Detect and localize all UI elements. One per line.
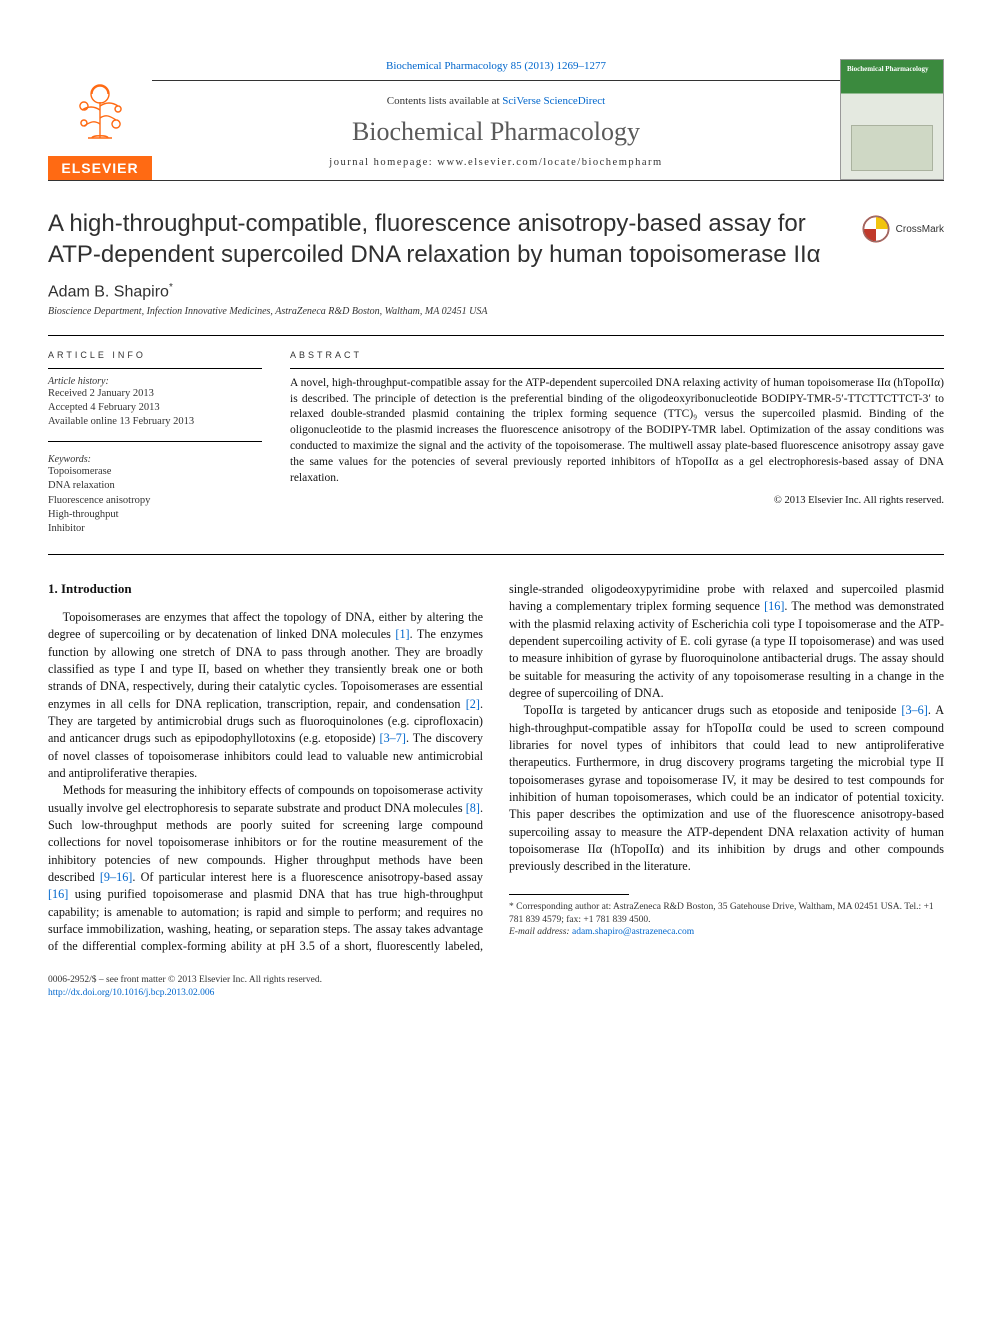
ref-9-16[interactable]: [9–16] — [100, 870, 133, 884]
journal-header-box: ELSEVIER Biochemical Pharmacology Conten… — [48, 80, 944, 181]
keywords-label: Keywords: — [48, 454, 262, 465]
keyword-5: Inhibitor — [48, 522, 262, 536]
ref-16b[interactable]: [16] — [764, 599, 784, 613]
top-journal-ref: Biochemical Pharmacology 85 (2013) 1269–… — [48, 60, 944, 72]
top-journal-ref-link[interactable]: Biochemical Pharmacology 85 (2013) 1269–… — [386, 60, 606, 72]
body-columns: 1. Introduction Topoisomerases are enzym… — [48, 581, 944, 956]
abstract-text: A novel, high-throughput-compatible assa… — [290, 376, 944, 487]
affiliation: Bioscience Department, Infection Innovat… — [48, 306, 944, 317]
author-name-text: Adam B. Shapiro — [48, 284, 169, 301]
ref-3-6[interactable]: [3–6] — [901, 703, 927, 717]
paper-title: A high-throughput-compatible, fluorescen… — [48, 209, 846, 270]
ref-16a[interactable]: [16] — [48, 887, 68, 901]
history-received: Received 2 January 2013 — [48, 387, 262, 401]
author-name: Adam B. Shapiro* — [48, 282, 944, 301]
homepage-url[interactable]: www.elsevier.com/locate/biochempharm — [437, 157, 662, 168]
section-1-num: 1. — [48, 581, 58, 596]
ref-3-7[interactable]: [3–7] — [380, 731, 406, 745]
p3c: . The method was demonstrated with the p… — [509, 599, 944, 700]
crossmark-label: CrossMark — [896, 224, 944, 235]
bottom-bar: 0006-2952/$ – see front matter © 2013 El… — [48, 974, 944, 1000]
crossmark-icon — [862, 215, 890, 243]
abstract-col: ABSTRACT A novel, high-throughput-compat… — [290, 350, 944, 536]
section-1-label: Introduction — [61, 581, 132, 596]
p3a: assay — [457, 870, 483, 884]
email-footnote: E-mail address: adam.shapiro@astrazeneca… — [509, 926, 944, 939]
author-email-link[interactable]: adam.shapiro@astrazeneca.com — [572, 927, 694, 937]
doi-link[interactable]: http://dx.doi.org/10.1016/j.bcp.2013.02.… — [48, 988, 214, 998]
footnote-separator — [509, 894, 629, 895]
rule-top — [48, 335, 944, 336]
crossmark-badge[interactable]: CrossMark — [862, 209, 944, 243]
corresponding-footnote: * Corresponding author at: AstraZeneca R… — [509, 901, 944, 927]
cover-image-placeholder — [851, 125, 933, 171]
abstract-subrule — [290, 368, 944, 369]
keyword-3: Fluorescence anisotropy — [48, 494, 262, 508]
elsevier-wordmark: ELSEVIER — [48, 156, 152, 180]
rule-bottom — [48, 554, 944, 555]
abstract-heading: ABSTRACT — [290, 350, 944, 360]
homepage-prefix: journal homepage: — [329, 157, 437, 168]
p4a: TopoIIα is targeted by anticancer drugs … — [524, 703, 902, 717]
author-corr-marker: * — [169, 282, 173, 293]
keyword-1: Topoisomerase — [48, 465, 262, 479]
info-subrule — [48, 368, 262, 369]
history-label: Article history: — [48, 376, 262, 387]
contents-prefix: Contents lists available at — [387, 95, 502, 107]
kw-rule — [48, 441, 262, 442]
p2a: Methods for measuring the inhibitory eff… — [48, 783, 483, 814]
history-accepted: Accepted 4 February 2013 — [48, 401, 262, 415]
para-4: TopoIIα is targeted by anticancer drugs … — [509, 702, 944, 875]
article-info-col: ARTICLE INFO Article history: Received 2… — [48, 350, 262, 536]
para-1: Topoisomerases are enzymes that affect t… — [48, 609, 483, 782]
elsevier-tree-icon — [48, 59, 152, 156]
ref-2[interactable]: [2] — [466, 697, 480, 711]
ref-1[interactable]: [1] — [395, 627, 409, 641]
publisher-logo: ELSEVIER — [48, 59, 152, 180]
sciencedirect-link[interactable]: SciVerse ScienceDirect — [502, 95, 605, 107]
ref-8[interactable]: [8] — [466, 801, 480, 815]
journal-cover-thumb: Biochemical Pharmacology — [840, 59, 944, 180]
keyword-2: DNA relaxation — [48, 479, 262, 493]
journal-homepage: journal homepage: www.elsevier.com/locat… — [169, 157, 823, 168]
p2c: . Of particular interest here is a fluor… — [132, 870, 456, 884]
p4b: . A high-throughput-compatible assay for… — [509, 703, 944, 873]
front-matter-line: 0006-2952/$ – see front matter © 2013 El… — [48, 974, 944, 987]
journal-name: Biochemical Pharmacology — [169, 117, 823, 147]
article-info-heading: ARTICLE INFO — [48, 350, 262, 360]
cover-title: Biochemical Pharmacology — [847, 66, 937, 74]
keyword-4: High-throughput — [48, 508, 262, 522]
contents-line: Contents lists available at SciVerse Sci… — [169, 95, 823, 107]
section-1-title: 1. Introduction — [48, 581, 483, 597]
history-online: Available online 13 February 2013 — [48, 415, 262, 429]
email-label: E-mail address: — [509, 927, 572, 937]
abstract-copyright: © 2013 Elsevier Inc. All rights reserved… — [290, 495, 944, 506]
